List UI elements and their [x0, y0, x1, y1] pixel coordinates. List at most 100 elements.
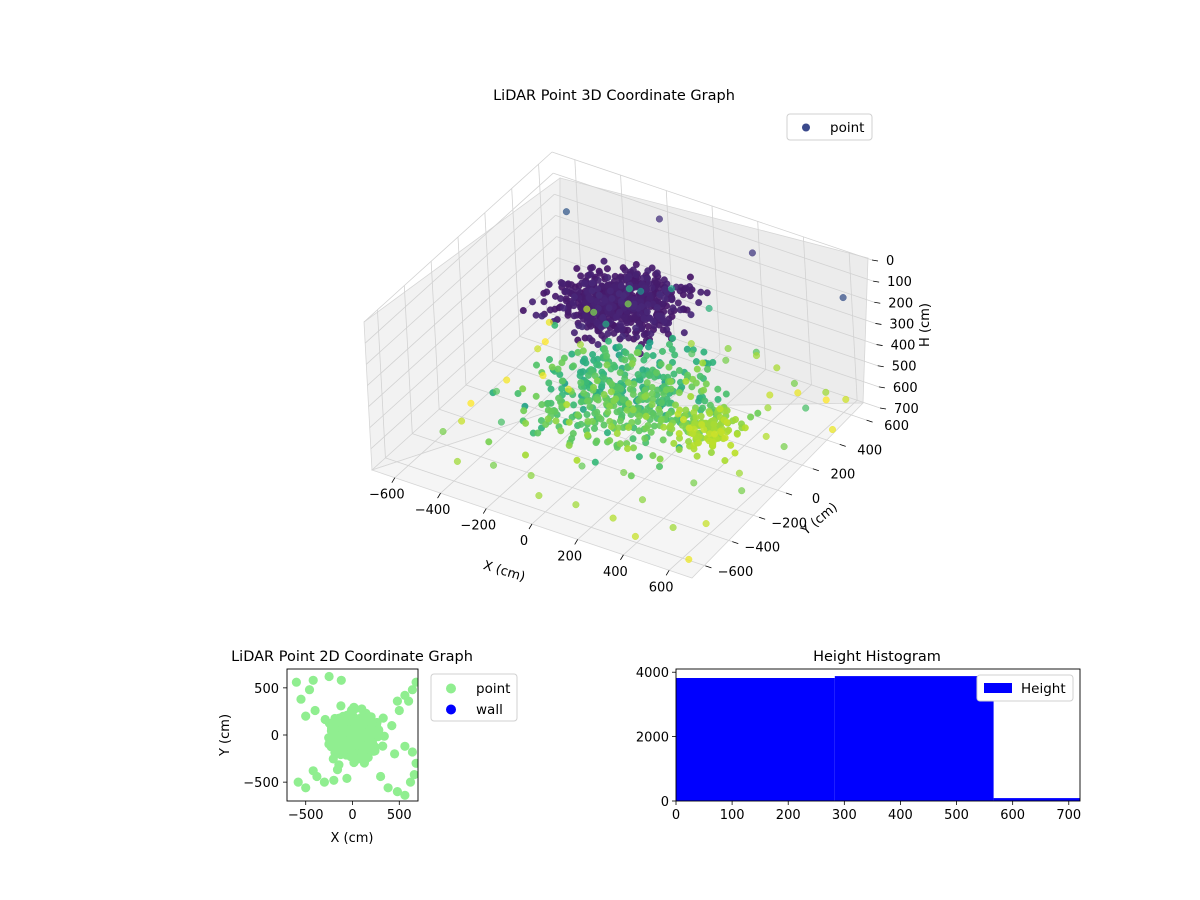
x-tick-label: −400	[415, 503, 451, 518]
grid-line	[551, 151, 873, 261]
data-point	[346, 743, 356, 753]
data-point	[639, 496, 647, 504]
x-tick-label: 700	[1056, 808, 1081, 823]
data-point	[596, 269, 604, 277]
data-point	[675, 430, 683, 438]
data-point	[670, 439, 678, 447]
data-point	[660, 423, 668, 431]
data-point	[619, 332, 627, 340]
data-point	[688, 350, 696, 358]
data-point	[630, 300, 638, 308]
z-tick-label: 100	[887, 275, 912, 290]
data-point	[648, 383, 656, 391]
data-point	[493, 387, 501, 395]
data-point	[392, 787, 402, 797]
data-point	[658, 300, 666, 308]
data-point	[654, 312, 662, 320]
data-point	[350, 731, 360, 741]
data-point	[605, 337, 613, 345]
data-point	[687, 311, 695, 319]
x-tick-label: 200	[557, 549, 582, 564]
data-point	[747, 413, 755, 421]
data-point	[699, 404, 707, 412]
data-point	[693, 365, 701, 373]
data-point	[622, 349, 630, 357]
data-point	[453, 457, 461, 465]
data-point	[794, 389, 802, 397]
data-point	[593, 377, 601, 385]
y-tick-label: 2000	[636, 731, 669, 746]
data-point	[533, 361, 541, 369]
data-point	[308, 766, 318, 776]
data-point	[329, 724, 339, 735]
grid-line	[555, 215, 876, 324]
data-point	[689, 375, 697, 383]
data-point	[545, 318, 553, 326]
data-point	[364, 736, 374, 746]
data-point	[366, 712, 376, 722]
data-point	[669, 358, 677, 366]
data-point	[668, 296, 676, 304]
data-point	[584, 418, 592, 426]
data-point	[588, 279, 596, 287]
x-tick-label: 400	[888, 808, 913, 823]
legend-2d-wall-label: wall	[476, 702, 503, 718]
legend-3d-box	[786, 113, 873, 141]
data-point	[332, 714, 342, 725]
data-point	[405, 777, 416, 787]
data-point	[619, 292, 627, 300]
data-point	[621, 356, 629, 364]
data-point	[583, 305, 591, 313]
data-point	[562, 287, 570, 295]
data-point	[697, 288, 705, 296]
data-point	[655, 215, 663, 223]
data-point	[624, 379, 632, 387]
grid-line	[369, 257, 558, 429]
data-point	[646, 314, 654, 322]
data-point	[635, 453, 643, 461]
data-point	[738, 487, 746, 495]
data-point	[601, 296, 609, 304]
legend-hist-label: Height	[1021, 681, 1066, 697]
grid-line	[377, 309, 386, 458]
data-point	[546, 356, 554, 364]
data-point	[547, 385, 555, 393]
grid-line	[484, 212, 494, 361]
data-point	[599, 314, 607, 322]
grid-line	[412, 433, 733, 542]
plot-2d: LiDAR Point 2D Coordinate Graph −500 0 500…	[218, 649, 518, 846]
data-point	[637, 287, 645, 295]
data-point	[621, 313, 629, 321]
points-2d	[291, 671, 418, 800]
y-tick	[866, 419, 873, 423]
data-point	[642, 424, 650, 432]
grid-line	[848, 252, 858, 401]
data-point	[606, 437, 614, 445]
data-point	[591, 458, 599, 466]
z-tick-label: 0	[886, 254, 894, 269]
data-point	[655, 405, 663, 413]
data-point	[699, 359, 707, 367]
data-point	[679, 416, 687, 424]
data-point	[649, 352, 657, 360]
grid-line	[557, 257, 878, 367]
data-point	[705, 304, 713, 312]
data-point	[659, 347, 667, 355]
data-point	[615, 343, 623, 351]
data-point	[570, 293, 578, 301]
data-point	[590, 383, 598, 391]
data-point	[582, 359, 590, 367]
data-point	[409, 770, 418, 780]
data-point	[604, 330, 612, 338]
data-point	[721, 434, 729, 442]
data-point	[617, 282, 625, 290]
y-tick	[785, 492, 793, 496]
data-point	[640, 315, 648, 323]
data-point	[669, 524, 677, 532]
data-point	[324, 671, 334, 682]
x-tick	[665, 570, 670, 576]
data-point	[330, 747, 340, 758]
data-point	[520, 407, 528, 415]
data-point	[722, 356, 730, 364]
